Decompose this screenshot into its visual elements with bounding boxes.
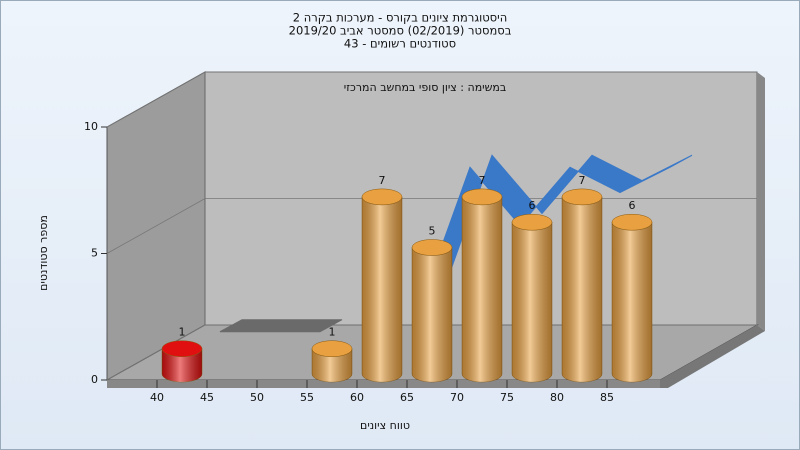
bar-top <box>611 213 653 231</box>
bar-shine <box>362 196 402 382</box>
x-tick-label: 80 <box>550 391 564 404</box>
x-tick-label: 75 <box>500 391 514 404</box>
y-tick-label: 0 <box>91 373 98 386</box>
x-tick-label: 50 <box>250 391 264 404</box>
bar-shine <box>612 222 652 382</box>
value-label: 7 <box>379 174 386 187</box>
value-label: 1 <box>179 326 186 339</box>
x-tick-label: 70 <box>450 391 464 404</box>
bar-shine <box>462 196 502 382</box>
value-label: 7 <box>479 174 486 187</box>
bar-top <box>311 340 353 357</box>
x-tick-label: 85 <box>600 391 614 404</box>
bar-top <box>561 188 603 206</box>
bar-top <box>361 188 403 206</box>
x-tick-label: 45 <box>200 391 214 404</box>
bar-shine <box>562 196 602 382</box>
title: סטודנטים רשומים - 43 <box>344 37 456 51</box>
floor-edge <box>107 380 660 388</box>
value-label: 6 <box>529 199 536 212</box>
subtitle: במשימה : ציון סופי במחשב המרכזי <box>344 81 507 94</box>
bar-top <box>511 213 553 231</box>
bar-shine <box>162 348 202 382</box>
grid-line <box>106 71 757 128</box>
title: בסמסטר (02/2019) סמסטר אביב 2019/20 <box>289 24 512 38</box>
value-label: 1 <box>329 326 336 339</box>
value-label: 6 <box>629 199 636 212</box>
bar-shine <box>512 222 552 382</box>
bar-top <box>461 188 503 206</box>
y-axis-label: מספר סטודנטים <box>37 215 50 291</box>
y-tick-label: 10 <box>84 120 98 133</box>
bar-shine <box>412 247 452 382</box>
bar-top <box>161 340 203 357</box>
ribbon <box>419 154 693 308</box>
wall-edge <box>757 72 765 331</box>
x-tick-label: 65 <box>400 391 414 404</box>
x-tick-label: 55 <box>300 391 314 404</box>
value-label: 7 <box>579 174 586 187</box>
floor-edge <box>660 325 765 388</box>
bar-shine <box>312 348 352 382</box>
value-label: 5 <box>429 225 436 238</box>
bar-top <box>411 239 453 256</box>
x-tick-label: 60 <box>350 391 364 404</box>
x-axis-label: טווח ציונים <box>360 419 410 432</box>
title: היסטוגרמת ציונים בקורס - מערכות בקרה 2 <box>293 11 507 25</box>
ribbon <box>219 319 343 333</box>
x-tick-label: 40 <box>150 391 164 404</box>
y-tick-label: 5 <box>91 247 98 260</box>
